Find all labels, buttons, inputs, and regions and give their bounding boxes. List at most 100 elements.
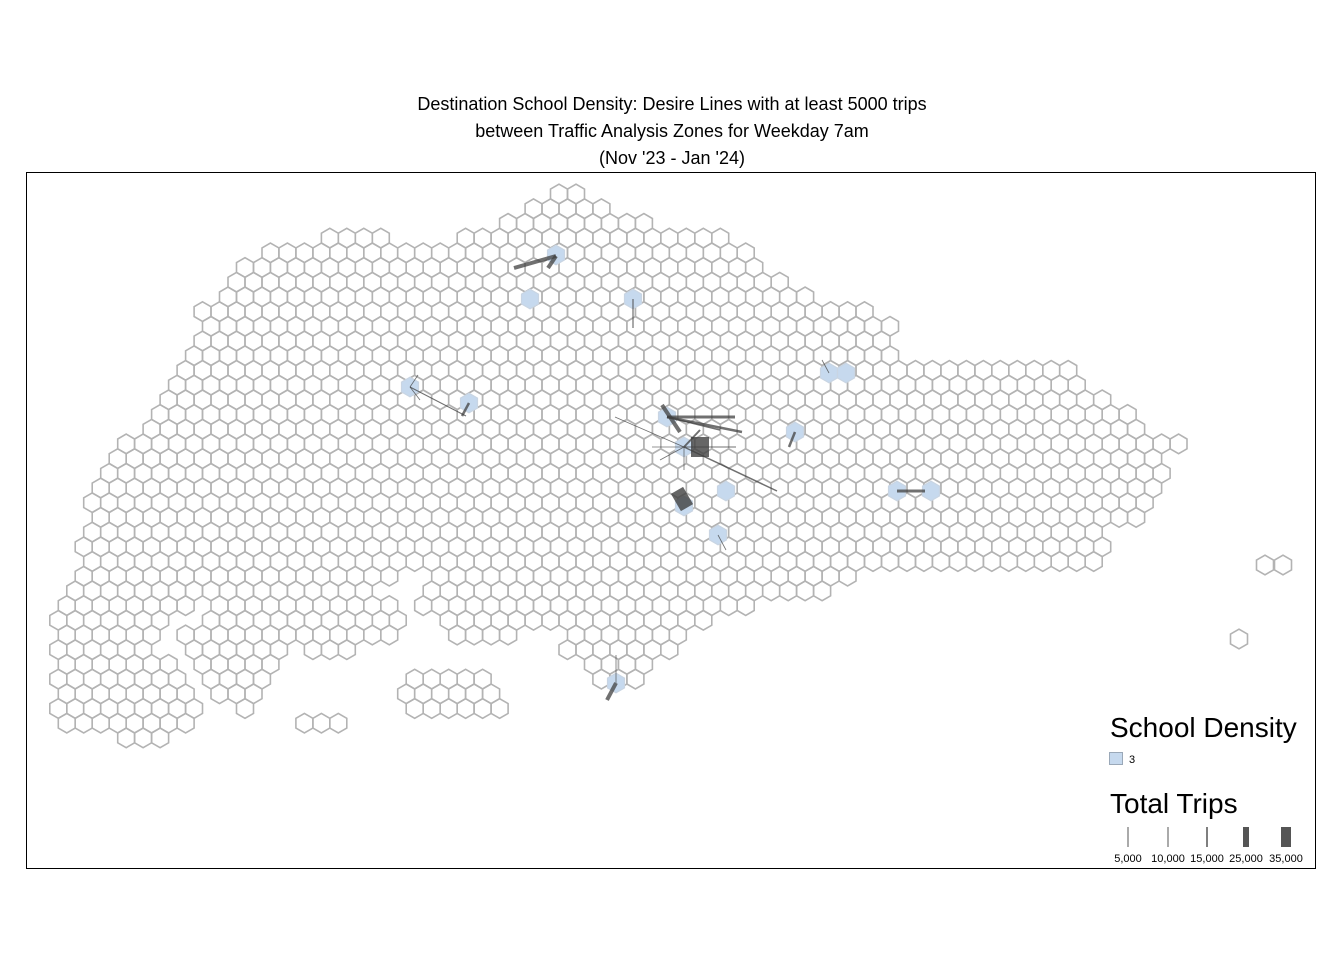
zone-hexagon <box>456 697 475 720</box>
zone-hexagon <box>838 565 857 587</box>
zone-hexagon <box>116 727 136 749</box>
zone-hexagon <box>880 550 900 573</box>
heavy-desire-line <box>670 486 694 512</box>
zone-hexagon <box>481 624 501 646</box>
zone-hexagon <box>965 550 985 573</box>
desire-line <box>409 386 421 401</box>
trips-legend-symbols <box>1127 827 1291 847</box>
map-title-line-2: between Traffic Analysis Zones for Weekd… <box>475 121 869 141</box>
zone-hexagon <box>464 624 484 646</box>
desire-lines <box>409 254 925 701</box>
heavy-desire-line <box>691 437 709 457</box>
trips-legend-symbol <box>1167 827 1169 847</box>
zone-hexagon <box>176 712 195 734</box>
zone-hexagon <box>74 712 93 734</box>
zone-hexagon <box>490 697 509 720</box>
zone-hexagon <box>210 683 229 705</box>
desire-line <box>513 254 557 270</box>
zone-hexagon <box>422 697 442 720</box>
desire-line <box>546 254 558 270</box>
trips-legend-symbol <box>1281 827 1291 847</box>
island-hexagon <box>1255 554 1275 576</box>
zone-hexagon <box>405 697 425 720</box>
zone-hexagon <box>778 580 798 602</box>
zone-hexagon <box>303 638 323 661</box>
zone-hexagon <box>1050 550 1069 573</box>
zone-hexagon <box>736 594 756 617</box>
trips-legend-label-15000: 15,000 <box>1190 853 1224 865</box>
zone-hexagon <box>626 668 645 690</box>
zone-hexagon <box>1067 550 1086 573</box>
trips-legend-symbol <box>1127 827 1129 847</box>
zone-hexagon <box>439 697 459 720</box>
zone-hexagon <box>693 609 713 632</box>
school-zone-hexagon <box>921 480 941 502</box>
desire-line <box>659 446 685 461</box>
zone-hexagon <box>498 624 518 646</box>
zone-hexagon <box>57 712 76 734</box>
zone-hexagon <box>795 580 815 602</box>
desire-line <box>787 431 797 448</box>
zone-hexagon <box>150 727 170 749</box>
zone-hexagon <box>447 624 467 646</box>
school-zone-hexagon <box>716 480 736 502</box>
map-title-line-3: (Nov '23 - Jan '24) <box>599 148 745 168</box>
zone-hexagon <box>413 594 433 617</box>
zone-hexagon <box>863 550 883 573</box>
desire-line <box>409 374 419 388</box>
zone-hexagon <box>1033 550 1052 573</box>
total-trips-legend-title: Total Trips <box>1110 788 1238 819</box>
trips-legend-symbol <box>1243 827 1249 847</box>
zone-hexagon <box>719 594 739 617</box>
zone-hexagon <box>524 609 543 632</box>
trips-legend-label-35000: 35,000 <box>1269 853 1303 865</box>
zone-hexagon <box>558 638 577 661</box>
zone-hexagon <box>897 550 917 573</box>
zone-hexagon <box>999 550 1019 573</box>
zone-hexagon <box>1126 506 1146 529</box>
desire-line <box>666 416 721 431</box>
zone-hexagon <box>931 550 951 573</box>
zone-hexagon <box>1109 506 1129 529</box>
school-zone-hexagon <box>836 362 856 384</box>
trips-legend-label-10000: 10,000 <box>1151 853 1185 865</box>
desire-line <box>605 682 618 701</box>
zone-hexagon <box>312 712 331 734</box>
zone-hexagon <box>133 727 153 749</box>
school-density-swatch <box>1109 752 1123 765</box>
island-hexagon <box>1229 628 1249 650</box>
zone-hexagon <box>948 550 968 573</box>
trips-legend-label-5000: 5,000 <box>1114 853 1142 865</box>
zone-hexagon <box>176 594 195 617</box>
zone-hexagon <box>982 550 1002 573</box>
zone-hexagon <box>541 609 560 632</box>
zone-hexagon <box>812 580 832 602</box>
zone-hexagon <box>379 565 399 587</box>
desire-line <box>409 386 467 417</box>
zone-hexagon <box>379 624 399 646</box>
zone-hexagon <box>1169 433 1188 455</box>
zone-hexagon <box>295 712 314 734</box>
zone-hexagon <box>659 638 679 661</box>
zone-hexagon <box>405 550 425 573</box>
zone-hexagon <box>328 712 348 734</box>
zone-hexagon <box>337 638 357 661</box>
trips-legend-symbol <box>1206 827 1208 847</box>
school-density-legend-value: 3 <box>1129 754 1136 766</box>
zone-hexagon <box>473 697 492 720</box>
map-frame <box>26 172 1316 869</box>
school-density-legend-title: School Density <box>1110 712 1297 743</box>
zone-hexagon <box>362 624 382 646</box>
zone-hexagon <box>1016 550 1036 573</box>
zone-hexagon <box>91 712 110 734</box>
trips-legend-label-25000: 25,000 <box>1229 853 1263 865</box>
island-hexagon <box>1273 554 1293 576</box>
zone-hexagon <box>761 580 781 602</box>
hexagon-grid <box>48 183 1293 749</box>
zone-hexagon <box>1084 550 1103 573</box>
desire-line <box>460 402 471 417</box>
school-zone-hexagon <box>520 288 540 310</box>
desire-line <box>821 359 830 374</box>
zone-hexagon <box>235 697 255 720</box>
